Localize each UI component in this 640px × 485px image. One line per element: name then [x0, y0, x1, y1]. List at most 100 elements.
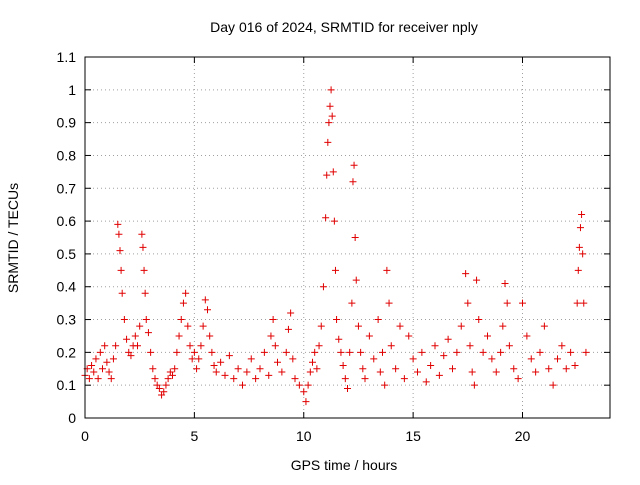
data-point [351, 234, 359, 241]
data-point [134, 342, 141, 350]
data-point [311, 348, 319, 356]
data-point [107, 375, 115, 383]
data-point [349, 178, 357, 186]
data-point [136, 322, 144, 330]
data-point [532, 368, 540, 376]
data-point [206, 332, 214, 340]
data-point [105, 368, 113, 376]
x-tick-label: 10 [296, 428, 312, 444]
data-point [462, 270, 470, 278]
data-point [313, 365, 321, 373]
data-point [175, 332, 183, 340]
data-point [492, 368, 500, 376]
y-tick-label: 0.4 [57, 279, 77, 295]
data-point [131, 332, 139, 340]
data-point [325, 119, 333, 127]
data-point [405, 332, 413, 340]
data-point [567, 348, 575, 356]
data-point [457, 322, 465, 330]
data-point [142, 316, 150, 324]
data-point [427, 361, 435, 369]
data-point [116, 247, 124, 255]
data-point [117, 266, 125, 274]
data-point [549, 381, 557, 389]
data-point [287, 309, 295, 317]
data-point [195, 355, 203, 363]
data-point [361, 375, 369, 383]
data-point [109, 355, 117, 363]
data-point [562, 365, 570, 373]
y-tick-label: 0.7 [57, 180, 77, 196]
data-point [315, 342, 323, 350]
data-point [488, 355, 496, 363]
data-point [352, 276, 360, 284]
data-point [88, 361, 96, 369]
x-axis-label: GPS time / hours [291, 457, 398, 473]
y-tick-label: 0.6 [57, 213, 77, 229]
data-point [302, 398, 310, 406]
data-point [289, 355, 297, 363]
data-point [164, 375, 172, 383]
data-point [503, 299, 511, 307]
data-point [199, 322, 207, 330]
data-point [239, 381, 246, 389]
data-point [217, 358, 225, 366]
data-point [243, 368, 251, 376]
data-point [210, 361, 218, 369]
y-tick-label: 0.9 [57, 115, 77, 131]
data-point [282, 348, 290, 356]
x-tick-label: 15 [405, 428, 421, 444]
data-point [225, 352, 233, 360]
data-point [387, 342, 395, 350]
data-point [573, 299, 581, 307]
data-point [350, 161, 358, 169]
data-point [464, 299, 472, 307]
data-point [155, 384, 163, 392]
data-point [267, 332, 275, 340]
data-point [160, 388, 168, 396]
data-point [540, 322, 548, 330]
data-point [400, 375, 408, 383]
data-point [453, 348, 461, 356]
data-point [409, 355, 417, 363]
data-point [396, 322, 404, 330]
data-point [127, 352, 135, 360]
data-point [510, 365, 518, 373]
data-point [374, 316, 382, 324]
data-point [376, 368, 384, 376]
data-point [335, 335, 343, 343]
data-point [193, 365, 201, 373]
data-point [582, 348, 590, 356]
data-point [545, 365, 553, 373]
data-point [309, 358, 316, 366]
data-point [383, 266, 391, 274]
data-point [182, 289, 190, 297]
data-point [527, 355, 535, 363]
data-point [118, 289, 126, 297]
y-tick-label: 0.3 [57, 312, 77, 328]
data-point [201, 296, 209, 304]
data-point [317, 322, 325, 330]
data-point [147, 348, 155, 356]
y-tick-label: 0.1 [57, 377, 77, 393]
data-points-layer [81, 86, 590, 406]
data-point [295, 381, 303, 389]
data-point [435, 371, 443, 379]
data-point [112, 342, 120, 350]
y-tick-label: 0.5 [57, 246, 77, 262]
data-point [324, 138, 332, 146]
chart-title: Day 016 of 2024, SRMTID for receiver npl… [210, 19, 478, 35]
data-point [331, 266, 339, 274]
data-point [114, 220, 122, 228]
data-point [514, 375, 522, 383]
data-point [414, 368, 421, 376]
data-point [326, 102, 334, 110]
data-point [319, 283, 327, 291]
data-point [328, 112, 336, 120]
data-point [278, 368, 286, 376]
data-point [149, 365, 157, 373]
plot-frame [84, 56, 611, 419]
data-point [190, 348, 198, 356]
data-point [269, 316, 277, 324]
